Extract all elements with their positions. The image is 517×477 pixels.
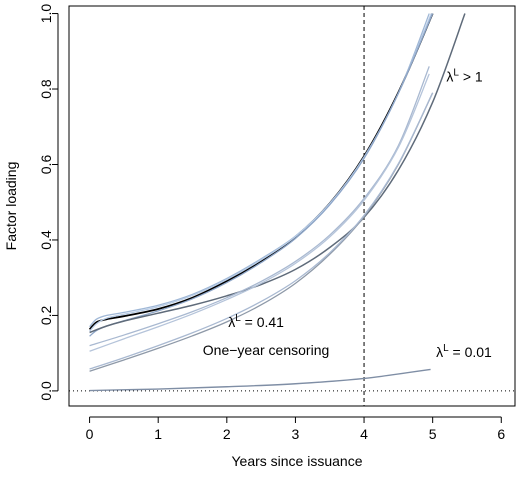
y-tick-label: 0.6 (38, 155, 54, 175)
y-tick-label: 0.2 (38, 305, 54, 325)
chart-annotation: λL = 0.41 (228, 313, 284, 330)
x-tick-label: 0 (86, 426, 94, 442)
x-tick-label: 5 (429, 426, 437, 442)
y-tick-label: 0.4 (38, 230, 54, 250)
x-axis-label: Years since issuance (231, 453, 362, 469)
series-line-7 (89, 73, 430, 352)
y-tick-label: 0.8 (38, 79, 54, 99)
y-tick-label: 1.0 (38, 4, 54, 24)
series-layer (88, 13, 466, 392)
annotations-layer: λL > 1 λL = 0.41 One−year censoring λL = 0.… (203, 67, 492, 359)
plot-frame (68, 5, 516, 407)
y-axis-label: Factor loading (3, 162, 19, 251)
x-tick-label: 1 (154, 426, 162, 442)
x-tick-label: 6 (497, 426, 505, 442)
y-tick-label: 0.0 (38, 381, 54, 401)
x-tick-label: 3 (292, 426, 300, 442)
series-line-2 (89, 13, 430, 328)
series-line-9 (89, 92, 434, 370)
axes-layer: 0 1 2 3 4 5 6 0.0 0.2 0.4 0.6 0.8 1.0 (38, 4, 505, 442)
series-line-10 (89, 368, 431, 392)
series-line-6 (89, 66, 430, 347)
series-line-5 (89, 13, 466, 334)
reference-lines (69, 6, 515, 406)
chart-annotation: One−year censoring (203, 342, 329, 358)
x-tick-label: 2 (223, 426, 231, 442)
chart-annotation: λL > 1 (446, 67, 483, 84)
chart-annotation: λL = 0.01 (436, 343, 492, 360)
x-tick-label: 4 (360, 426, 368, 442)
